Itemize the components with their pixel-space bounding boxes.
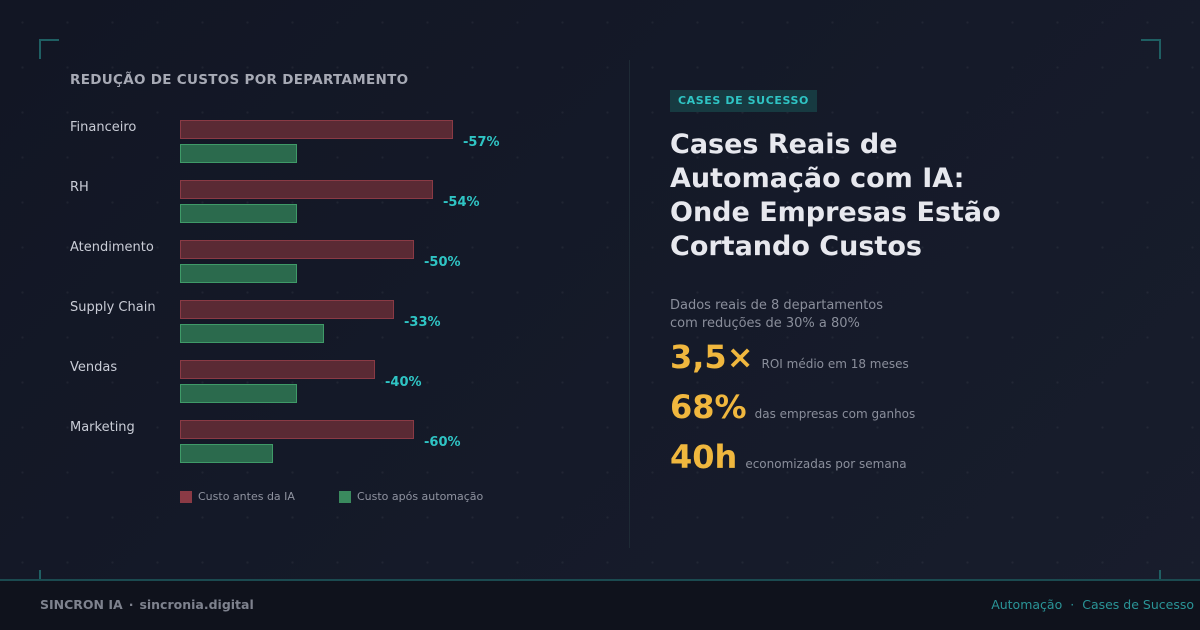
corner-bracket-top-left bbox=[39, 39, 59, 59]
bar-before bbox=[180, 120, 453, 139]
bar-after bbox=[180, 444, 273, 463]
chart-row: Marketing -60% bbox=[70, 419, 530, 479]
bar-before bbox=[180, 300, 394, 319]
bar-after bbox=[180, 204, 297, 223]
tag-cases-de-sucesso[interactable]: Cases de Sucesso bbox=[1082, 597, 1194, 612]
legend-label-after: Custo após automação bbox=[356, 490, 484, 503]
chart-row: Vendas -40% bbox=[70, 359, 530, 419]
bar-before bbox=[180, 360, 375, 379]
corner-bracket-top-right bbox=[1141, 39, 1161, 59]
corner-bracket-bottom-left bbox=[39, 570, 59, 580]
reduction-label: -60% bbox=[424, 435, 461, 450]
bar-before bbox=[180, 180, 433, 199]
bar-after bbox=[180, 144, 297, 163]
reduction-label: -33% bbox=[404, 315, 441, 330]
department-label: Atendimento bbox=[70, 240, 154, 255]
stat-value: 3,5× bbox=[670, 338, 754, 376]
legend-label-before: Custo antes da IA bbox=[198, 490, 295, 503]
legend-item-before: Custo antes da IA bbox=[180, 490, 295, 503]
chart-row: Atendimento -50% bbox=[70, 239, 530, 299]
footer-brand: SINCRON IA · sincronia.digital bbox=[40, 597, 254, 612]
brand-name: SINCRON IA bbox=[40, 597, 123, 612]
legend-swatch-after bbox=[338, 490, 351, 503]
department-label: Supply Chain bbox=[70, 300, 156, 315]
site-link[interactable]: sincronia.digital bbox=[139, 597, 254, 612]
chart-legend: Custo antes da IA Custo após automação bbox=[180, 490, 483, 503]
subtitle: Dados reais de 8 departamentos com reduç… bbox=[670, 297, 883, 333]
chart-row: RH -54% bbox=[70, 179, 530, 239]
stat-companies: 68% das empresas com ganhos bbox=[670, 388, 915, 426]
reduction-label: -50% bbox=[424, 255, 461, 270]
legend-item-after: Custo após automação bbox=[338, 490, 484, 503]
bar-after bbox=[180, 384, 297, 403]
reduction-label: -40% bbox=[385, 375, 422, 390]
separator: · bbox=[1070, 597, 1075, 612]
chart-row: Supply Chain -33% bbox=[70, 299, 530, 359]
subtitle-line-2: com reduções de 30% a 80% bbox=[670, 316, 860, 331]
stat-label: economizadas por semana bbox=[745, 457, 907, 471]
bar-chart: Financeiro -57% RH -54% Atendimento -50%… bbox=[70, 119, 530, 479]
stat-roi: 3,5× ROI médio em 18 meses bbox=[670, 338, 909, 376]
chart-row: Financeiro -57% bbox=[70, 119, 530, 179]
corner-bracket-bottom-right bbox=[1141, 570, 1161, 580]
department-label: Financeiro bbox=[70, 120, 137, 135]
department-label: Vendas bbox=[70, 360, 118, 375]
bar-before bbox=[180, 240, 414, 259]
bar-after bbox=[180, 264, 297, 283]
reduction-label: -57% bbox=[463, 135, 500, 150]
stat-value: 68% bbox=[670, 388, 747, 426]
bar-before bbox=[180, 420, 414, 439]
reduction-label: -54% bbox=[443, 195, 480, 210]
vertical-divider bbox=[629, 60, 630, 548]
footer-tags: Automação · Cases de Sucesso bbox=[991, 597, 1194, 612]
separator: · bbox=[128, 597, 134, 612]
category-badge: CASES DE SUCESSO bbox=[670, 90, 817, 112]
subtitle-line-1: Dados reais de 8 departamentos bbox=[670, 298, 884, 313]
footer: SINCRON IA · sincronia.digital Automação · C… bbox=[0, 579, 1200, 630]
stat-label: das empresas com ganhos bbox=[754, 407, 916, 421]
stat-label: ROI médio em 18 meses bbox=[761, 357, 909, 371]
bar-after bbox=[180, 324, 324, 343]
chart-title: REDUÇÃO DE CUSTOS POR DEPARTAMENTO bbox=[70, 72, 409, 88]
department-label: RH bbox=[70, 180, 89, 195]
legend-swatch-before bbox=[180, 490, 192, 503]
stat-hours: 40h economizadas por semana bbox=[670, 438, 907, 476]
page-title: Cases Reais de Automação com IA: Onde Em… bbox=[670, 129, 1001, 262]
stat-value: 40h bbox=[670, 438, 738, 476]
department-label: Marketing bbox=[70, 420, 135, 435]
tag-automacao[interactable]: Automação bbox=[991, 597, 1063, 612]
